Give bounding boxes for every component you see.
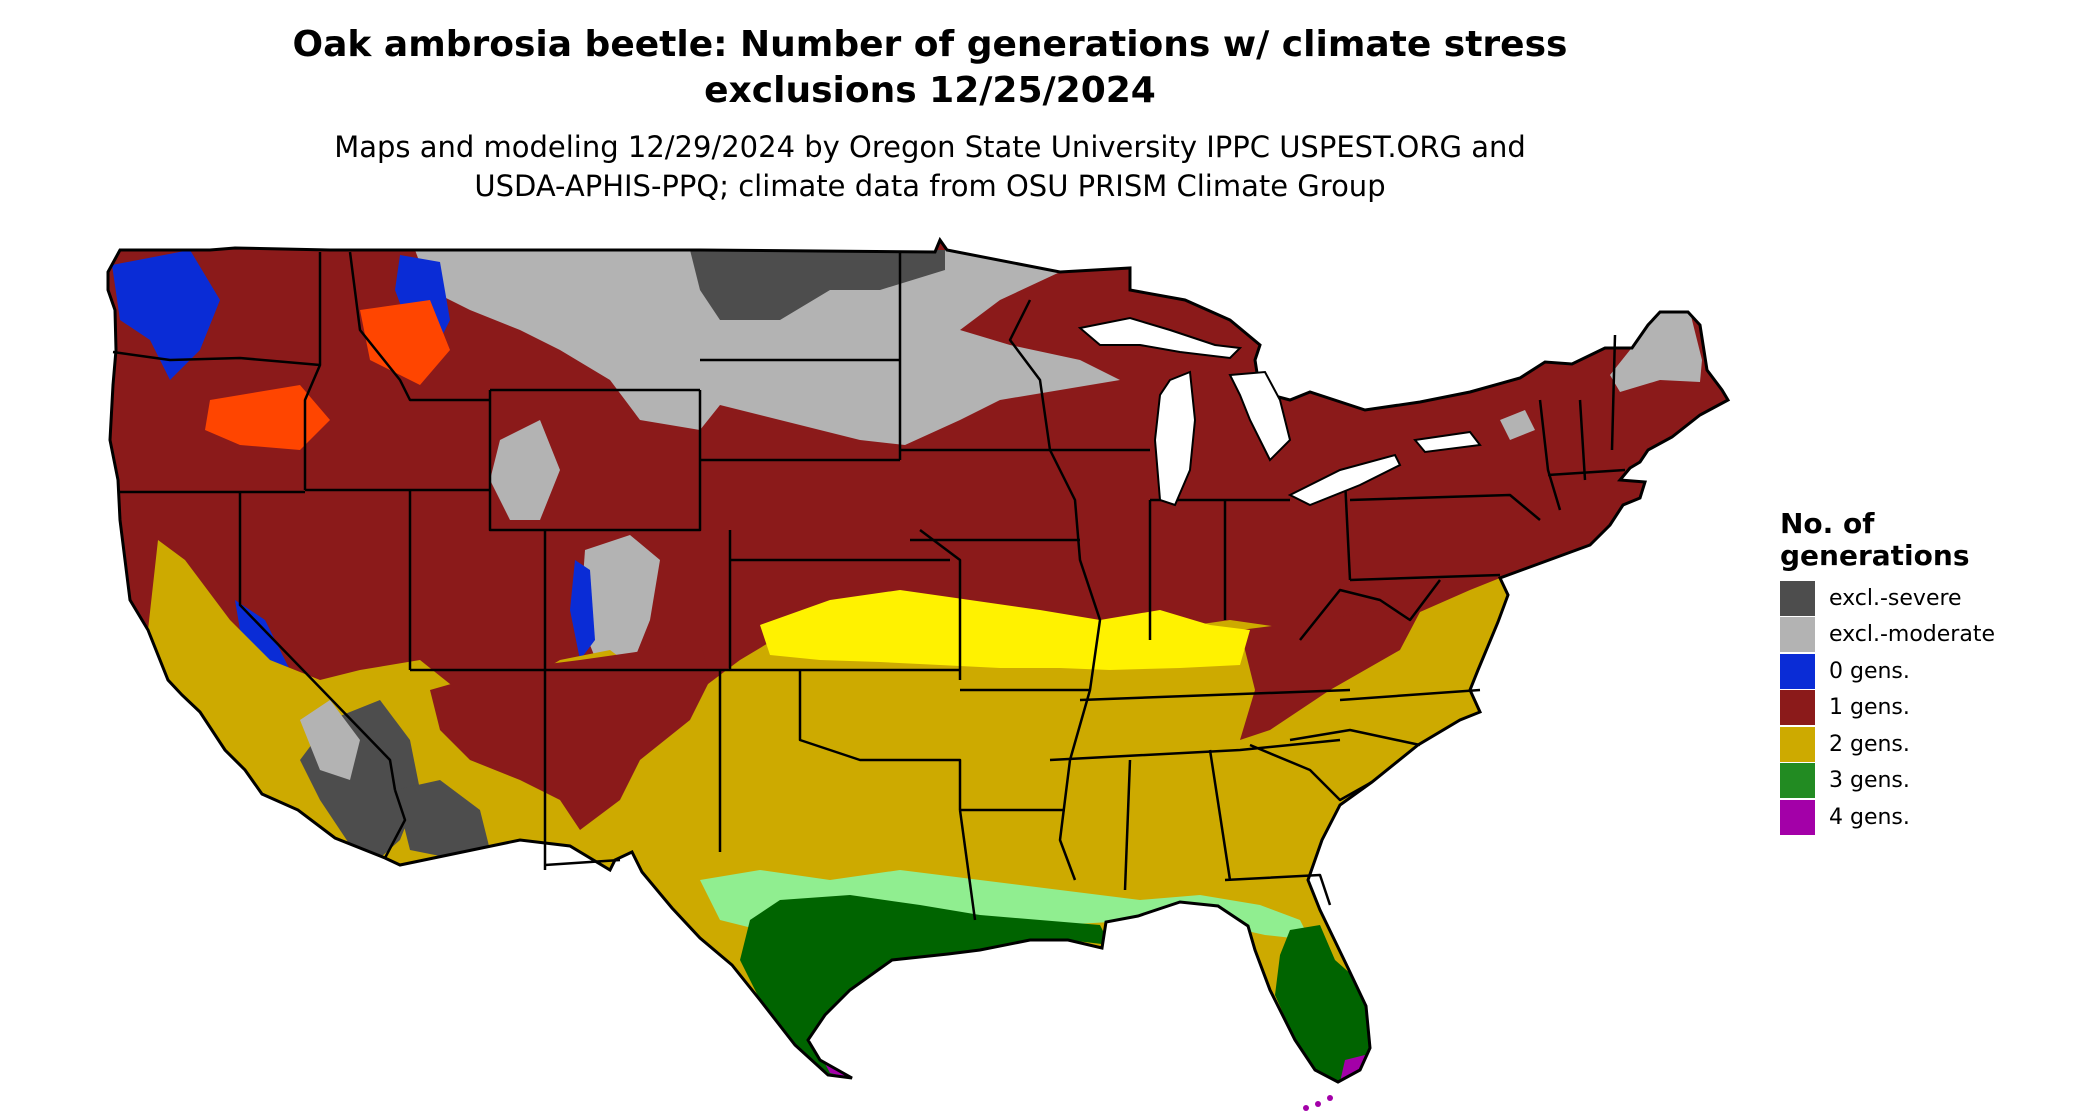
key-dot [1327, 1095, 1333, 1101]
region-0-gens-colorado [570, 560, 595, 660]
region-orange-idaho [360, 300, 450, 385]
boundary-vt-nh [1578, 399, 1587, 481]
boundary-oh-pa [1343, 479, 1352, 581]
legend-label: 2 gens. [1829, 731, 1910, 757]
region-0-gens-cascades [112, 250, 220, 380]
legend-item-1-gens: 1 gens. [1780, 690, 1995, 727]
lake-michigan [1153, 370, 1197, 507]
legend: No. of generations excl.-severe excl.-mo… [1780, 508, 1995, 836]
region-1-gens-nm-highlands [430, 640, 710, 830]
lake-superior [1077, 316, 1243, 360]
boundary-ms-al [1123, 759, 1132, 891]
legend-item-4-gens: 4 gens. [1780, 799, 1995, 836]
legend-swatch [1780, 617, 1815, 653]
legend-label: 3 gens. [1829, 768, 1910, 794]
boundary-tn-south [1049, 738, 1341, 762]
legend-item-excl-moderate: excl.-moderate [1780, 617, 1995, 654]
region-excl-moderate-maine [1610, 312, 1702, 392]
florida-keys-4-gens [1303, 1095, 1333, 1111]
lake-erie [1287, 453, 1402, 507]
boundary-wv-va [1299, 579, 1441, 641]
region-excl-moderate-adirondack [1500, 410, 1535, 440]
region-transition-band [760, 590, 1250, 670]
boundary-va-nc [1339, 688, 1481, 702]
legend-title-line-2: generations [1780, 539, 1970, 572]
region-orange-oregon [205, 385, 330, 450]
legend-swatch [1780, 726, 1815, 762]
title-line-2: exclusions 12/25/2024 [704, 70, 1156, 111]
boundary-pa-south [1349, 573, 1501, 582]
legend-item-excl-severe: excl.-severe [1780, 580, 1995, 617]
legend-swatch [1780, 653, 1815, 689]
boundary-wa-or [112, 350, 321, 367]
legend-label: 4 gens. [1829, 804, 1910, 830]
boundary-mississippi [1048, 449, 1102, 881]
subtitle-line-1: Maps and modeling 12/29/2024 by Oregon S… [334, 130, 1526, 164]
region-3-gens-gulf [740, 895, 1110, 1078]
boundary-la-west [958, 809, 977, 921]
subtitle-line-2: USDA-APHIS-PPQ; climate data from OSU PR… [474, 169, 1386, 203]
region-1-gens-appalachia [1240, 610, 1420, 740]
boundary-ok-tx [798, 670, 962, 810]
lake-huron [1228, 370, 1292, 462]
legend-swatch [1780, 580, 1815, 616]
region-excl-moderate-colorado [580, 535, 660, 670]
region-3-gens-florida [1275, 925, 1370, 1082]
boundary-mt-id [348, 251, 490, 402]
legend-label: excl.-severe [1829, 585, 1962, 611]
region-excl-moderate-wyoming [490, 420, 560, 520]
legend-title: No. of generations [1780, 508, 1995, 572]
boundary-al-ga [1208, 749, 1232, 881]
boundary-id-west [303, 252, 322, 490]
boundary-ky-tn [1079, 688, 1351, 702]
key-dot [1315, 1101, 1321, 1107]
lake-ontario [1413, 430, 1482, 454]
boundary-new-england [1538, 399, 1562, 511]
region-excl-severe-north [690, 250, 945, 320]
legend-swatch [1780, 690, 1815, 726]
legend-swatch [1780, 799, 1815, 835]
key-dot [1303, 1105, 1309, 1111]
legend-label: 0 gens. [1829, 658, 1910, 684]
region-2-gens-south [148, 540, 1508, 1082]
map-subtitle: Maps and modeling 12/29/2024 by Oregon S… [0, 128, 1860, 206]
title-line-1: Oak ambrosia beetle: Number of generatio… [292, 24, 1568, 65]
region-excl-moderate-north [415, 250, 1120, 445]
legend-label: 1 gens. [1829, 695, 1910, 721]
legend-item-3-gens: 3 gens. [1780, 763, 1995, 800]
boundary-nh-me [1610, 334, 1617, 451]
region-excl-moderate-arizona [300, 700, 360, 780]
boundary-ga-sc [1249, 743, 1373, 802]
region-excl-severe-arizona [395, 780, 490, 858]
boundary-ga-fl [1224, 873, 1332, 906]
boundary-ma-south [1547, 468, 1626, 477]
boundary-nm-south [544, 858, 621, 867]
legend-item-2-gens: 2 gens. [1780, 726, 1995, 763]
legend-item-0-gens: 0 gens. [1780, 653, 1995, 690]
legend-label: excl.-moderate [1829, 622, 1995, 648]
boundary-pa-ny [1349, 493, 1541, 521]
boundary-ca-az [383, 789, 407, 859]
legend-title-line-1: No. of [1780, 507, 1875, 540]
boundary-mn-wi [1008, 299, 1052, 451]
legend-swatch [1780, 763, 1815, 799]
boundary-ca-nv [238, 492, 397, 791]
map-title: Oak ambrosia beetle: Number of generatio… [0, 22, 1860, 114]
boundary-nc-sc [1289, 728, 1421, 747]
great-lakes [1077, 316, 1482, 507]
